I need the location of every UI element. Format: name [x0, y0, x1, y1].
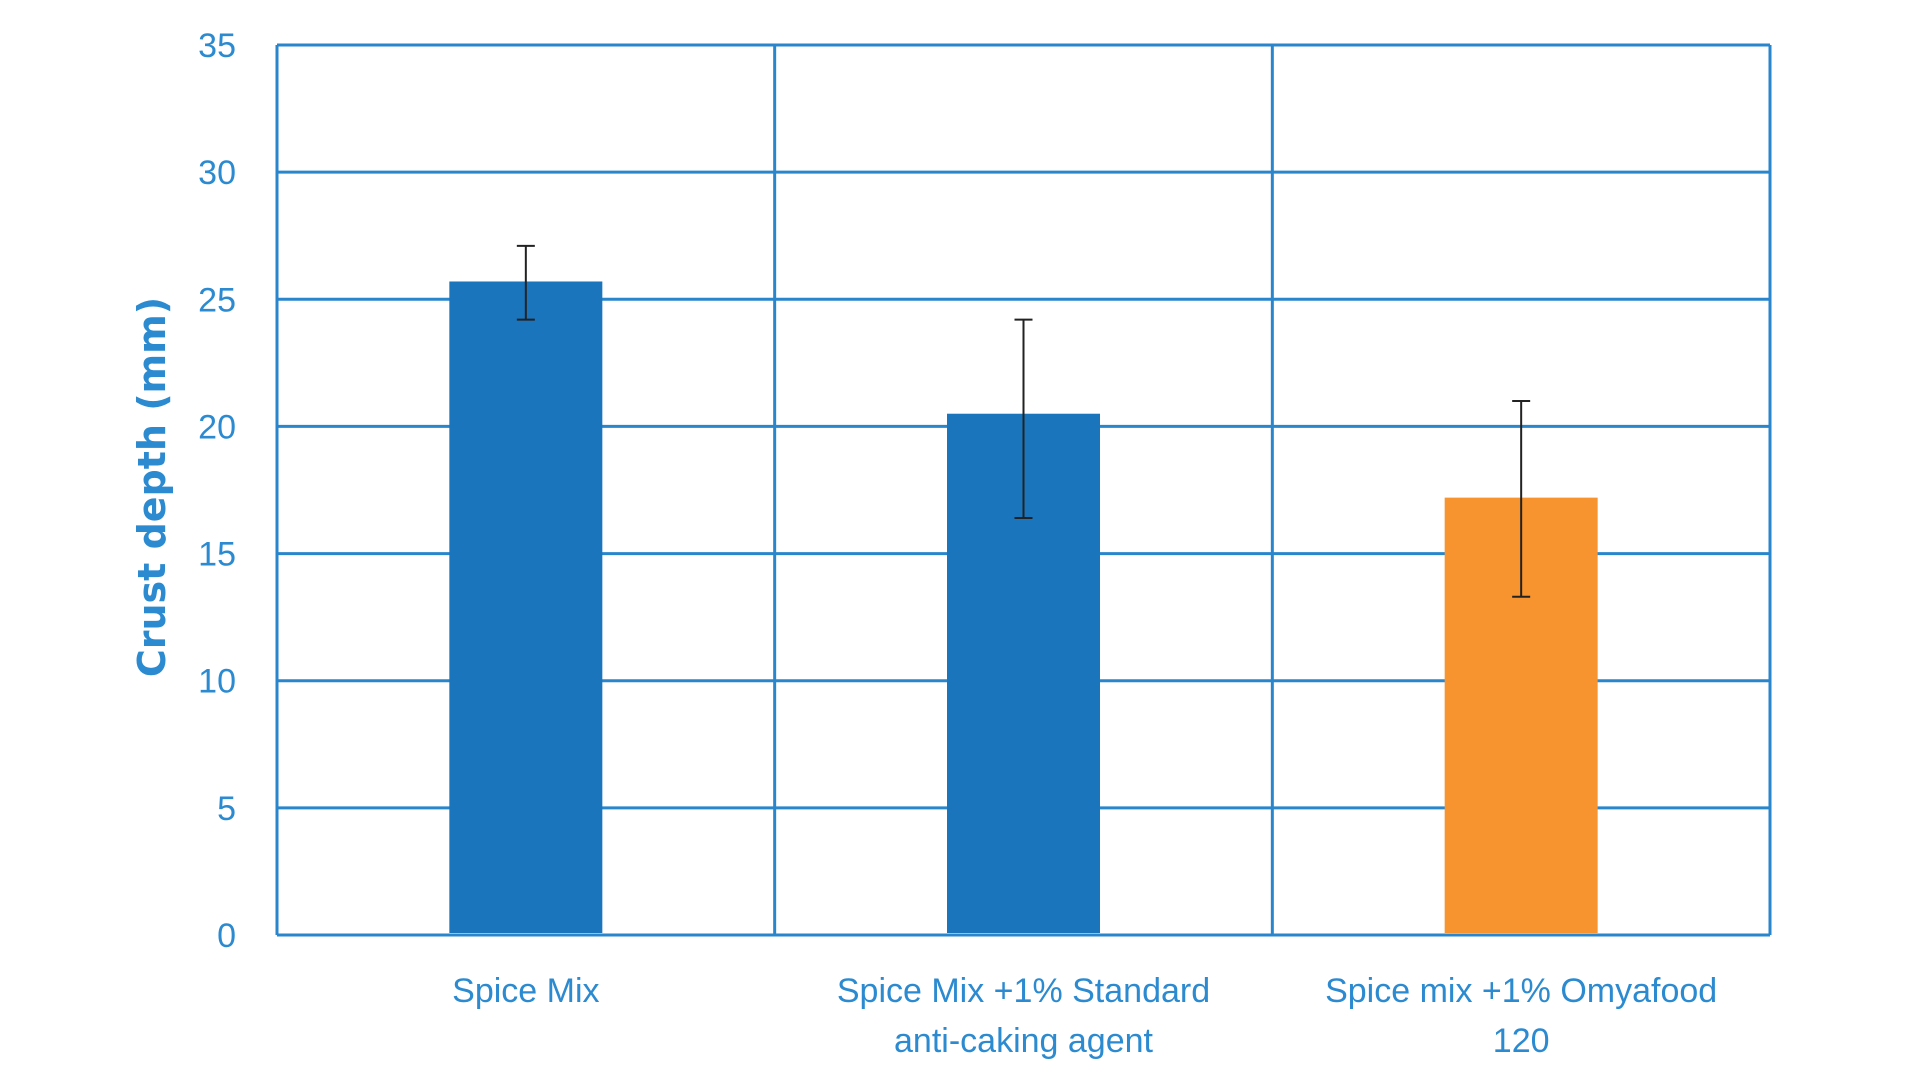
y-tick-label: 10: [198, 663, 236, 701]
error-bars: [516, 244, 1531, 598]
y-tick-label: 35: [198, 27, 236, 65]
y-tick-label: 0: [217, 917, 236, 955]
y-tick-label: 20: [198, 408, 236, 446]
y-tick-label: 30: [198, 154, 236, 192]
x-category-label: Spice mix +1% Omyafood: [1325, 972, 1717, 1010]
y-tick-labels: 0 5 10 15 20 25 30 35: [198, 27, 236, 955]
x-category-label: Spice Mix +1% Standard: [837, 972, 1210, 1010]
y-tick-label: 15: [198, 536, 236, 574]
y-tick-label: 5: [217, 790, 236, 828]
bars: [449, 281, 1598, 933]
x-category-labels: Spice Mix Spice Mix +1% Standard anti-caki…: [452, 972, 1717, 1060]
y-tick-label: 25: [198, 281, 236, 319]
x-category-label: anti-caking agent: [894, 1022, 1154, 1060]
y-axis-title: Crust depth (mm): [130, 297, 174, 677]
x-category-label: Spice Mix: [452, 972, 599, 1010]
bar: [449, 281, 603, 933]
x-category-label: 120: [1493, 1022, 1550, 1060]
